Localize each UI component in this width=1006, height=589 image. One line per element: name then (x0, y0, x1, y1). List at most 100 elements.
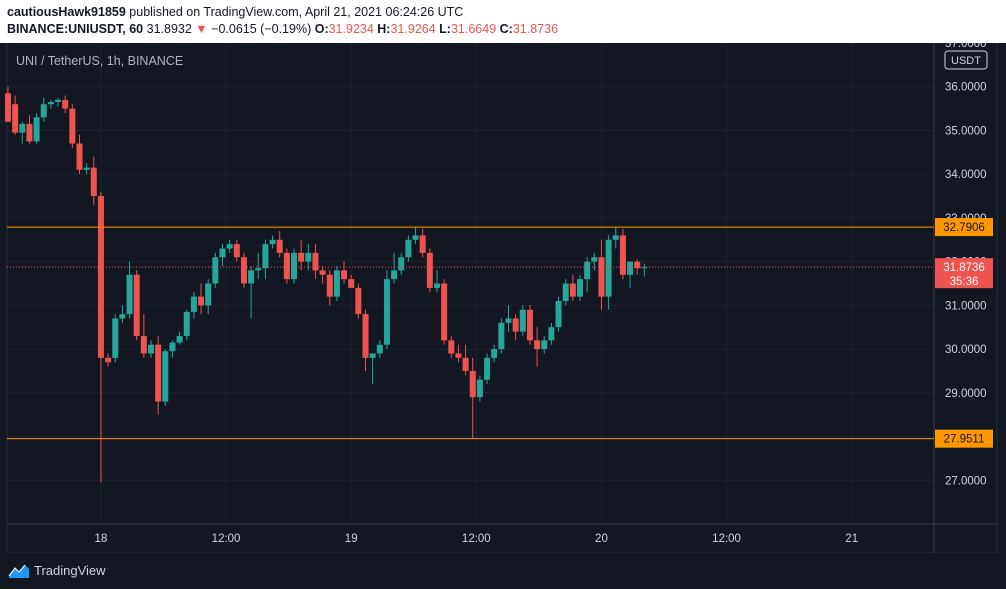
candle-body (612, 235, 619, 240)
candle (133, 270, 140, 341)
candle-body (441, 283, 448, 341)
candle (619, 228, 626, 280)
candle (362, 309, 369, 371)
publish-header: cautiousHawk91859 published on TradingVi… (0, 0, 1006, 44)
high-label: H: (377, 22, 391, 36)
candle-body (312, 252, 319, 271)
candle-body (76, 143, 83, 170)
open-label: O: (314, 22, 329, 36)
candle-body (491, 349, 498, 358)
currency-badge[interactable]: USDT (944, 50, 988, 70)
candle-body (605, 239, 612, 297)
candle-body (619, 235, 626, 275)
candle-body (383, 279, 390, 345)
level-price-label: 27.9511 (944, 434, 985, 446)
candle (491, 344, 498, 363)
y-tick-label: 37.0000 (945, 43, 987, 50)
candle-body (169, 342, 176, 352)
footer-bar: TradingView (0, 553, 1006, 589)
candle-body (269, 239, 276, 245)
candle-body (405, 239, 412, 258)
candle (105, 353, 112, 367)
candle (469, 357, 476, 439)
candle (19, 121, 26, 144)
y-tick-label: 31.0000 (945, 300, 987, 312)
y-tick-label: 27.0000 (945, 475, 987, 487)
y-tick-label: 36.0000 (945, 82, 987, 94)
candle (312, 244, 319, 280)
candle (5, 86, 11, 122)
candle-body (40, 104, 47, 118)
tradingview-logo-icon[interactable] (8, 563, 30, 579)
candle-body (362, 314, 369, 358)
candle-body (97, 196, 104, 358)
candle (598, 239, 605, 310)
candle (190, 292, 197, 319)
low-value: 31.6649 (450, 22, 497, 36)
level-price-label: 32.7906 (943, 222, 985, 234)
candle (262, 239, 269, 280)
candle (326, 270, 333, 306)
candle (505, 305, 512, 332)
candle (383, 270, 390, 350)
candle (369, 353, 376, 385)
close-value: 31.8736 (512, 22, 559, 36)
candle (240, 252, 247, 288)
high-value: 31.9264 (390, 22, 436, 36)
candle-body (283, 252, 290, 280)
candle (155, 335, 162, 415)
candle-body (90, 167, 97, 197)
candle (97, 191, 104, 483)
candle (169, 340, 176, 358)
candle (641, 263, 648, 277)
y-tick-label: 30.0000 (945, 344, 987, 356)
open-value: 31.9234 (328, 22, 374, 36)
candle (562, 279, 569, 306)
candle-body (369, 353, 376, 358)
candle (419, 228, 426, 258)
price-change: −0.0615 (−0.19%) (211, 22, 312, 36)
candle-body (33, 117, 40, 142)
candle (584, 257, 591, 293)
candle-body (419, 235, 426, 253)
y-tick-label: 34.0000 (945, 169, 987, 181)
candle (519, 305, 526, 336)
candle-body (5, 93, 11, 122)
x-tick-label: 18 (95, 533, 108, 545)
author-name[interactable]: cautiousHawk91859 (7, 5, 126, 19)
candle (426, 248, 433, 293)
candle-body (112, 318, 119, 358)
candle (484, 353, 491, 385)
candle-body (412, 235, 419, 240)
candle (183, 309, 190, 341)
candle (498, 318, 505, 354)
candle (269, 235, 276, 249)
candle (341, 261, 348, 284)
candle-body (162, 351, 169, 402)
candle-body (598, 257, 605, 297)
candle-body (462, 357, 469, 371)
x-tick-label: 12:00 (712, 533, 741, 545)
candle-body (577, 279, 583, 297)
chart-frame: 27.000028.000029.000030.000031.000032.00… (0, 38, 1006, 554)
price-chart[interactable]: 27.000028.000029.000030.000031.000032.00… (0, 38, 1006, 554)
candle (83, 163, 90, 175)
candle-body (569, 283, 576, 297)
candle-body (233, 244, 240, 258)
candle-body (355, 287, 362, 315)
candle-body (198, 296, 205, 306)
candle (62, 95, 69, 113)
candle-body (255, 268, 262, 271)
candle (534, 327, 541, 367)
candle (526, 305, 533, 345)
ohlc-line: BINANCE:UNIUSDT, 60 31.8932 ▼ −0.0615 (−… (7, 22, 558, 36)
candle (441, 279, 448, 345)
candle-body (326, 274, 333, 297)
candle-body (469, 370, 476, 398)
candle (276, 231, 283, 258)
tradingview-brand[interactable]: TradingView (34, 563, 106, 578)
x-tick-label: 20 (595, 533, 608, 545)
low-label: L: (439, 22, 451, 36)
candle-body (26, 123, 33, 142)
candle (212, 252, 219, 288)
